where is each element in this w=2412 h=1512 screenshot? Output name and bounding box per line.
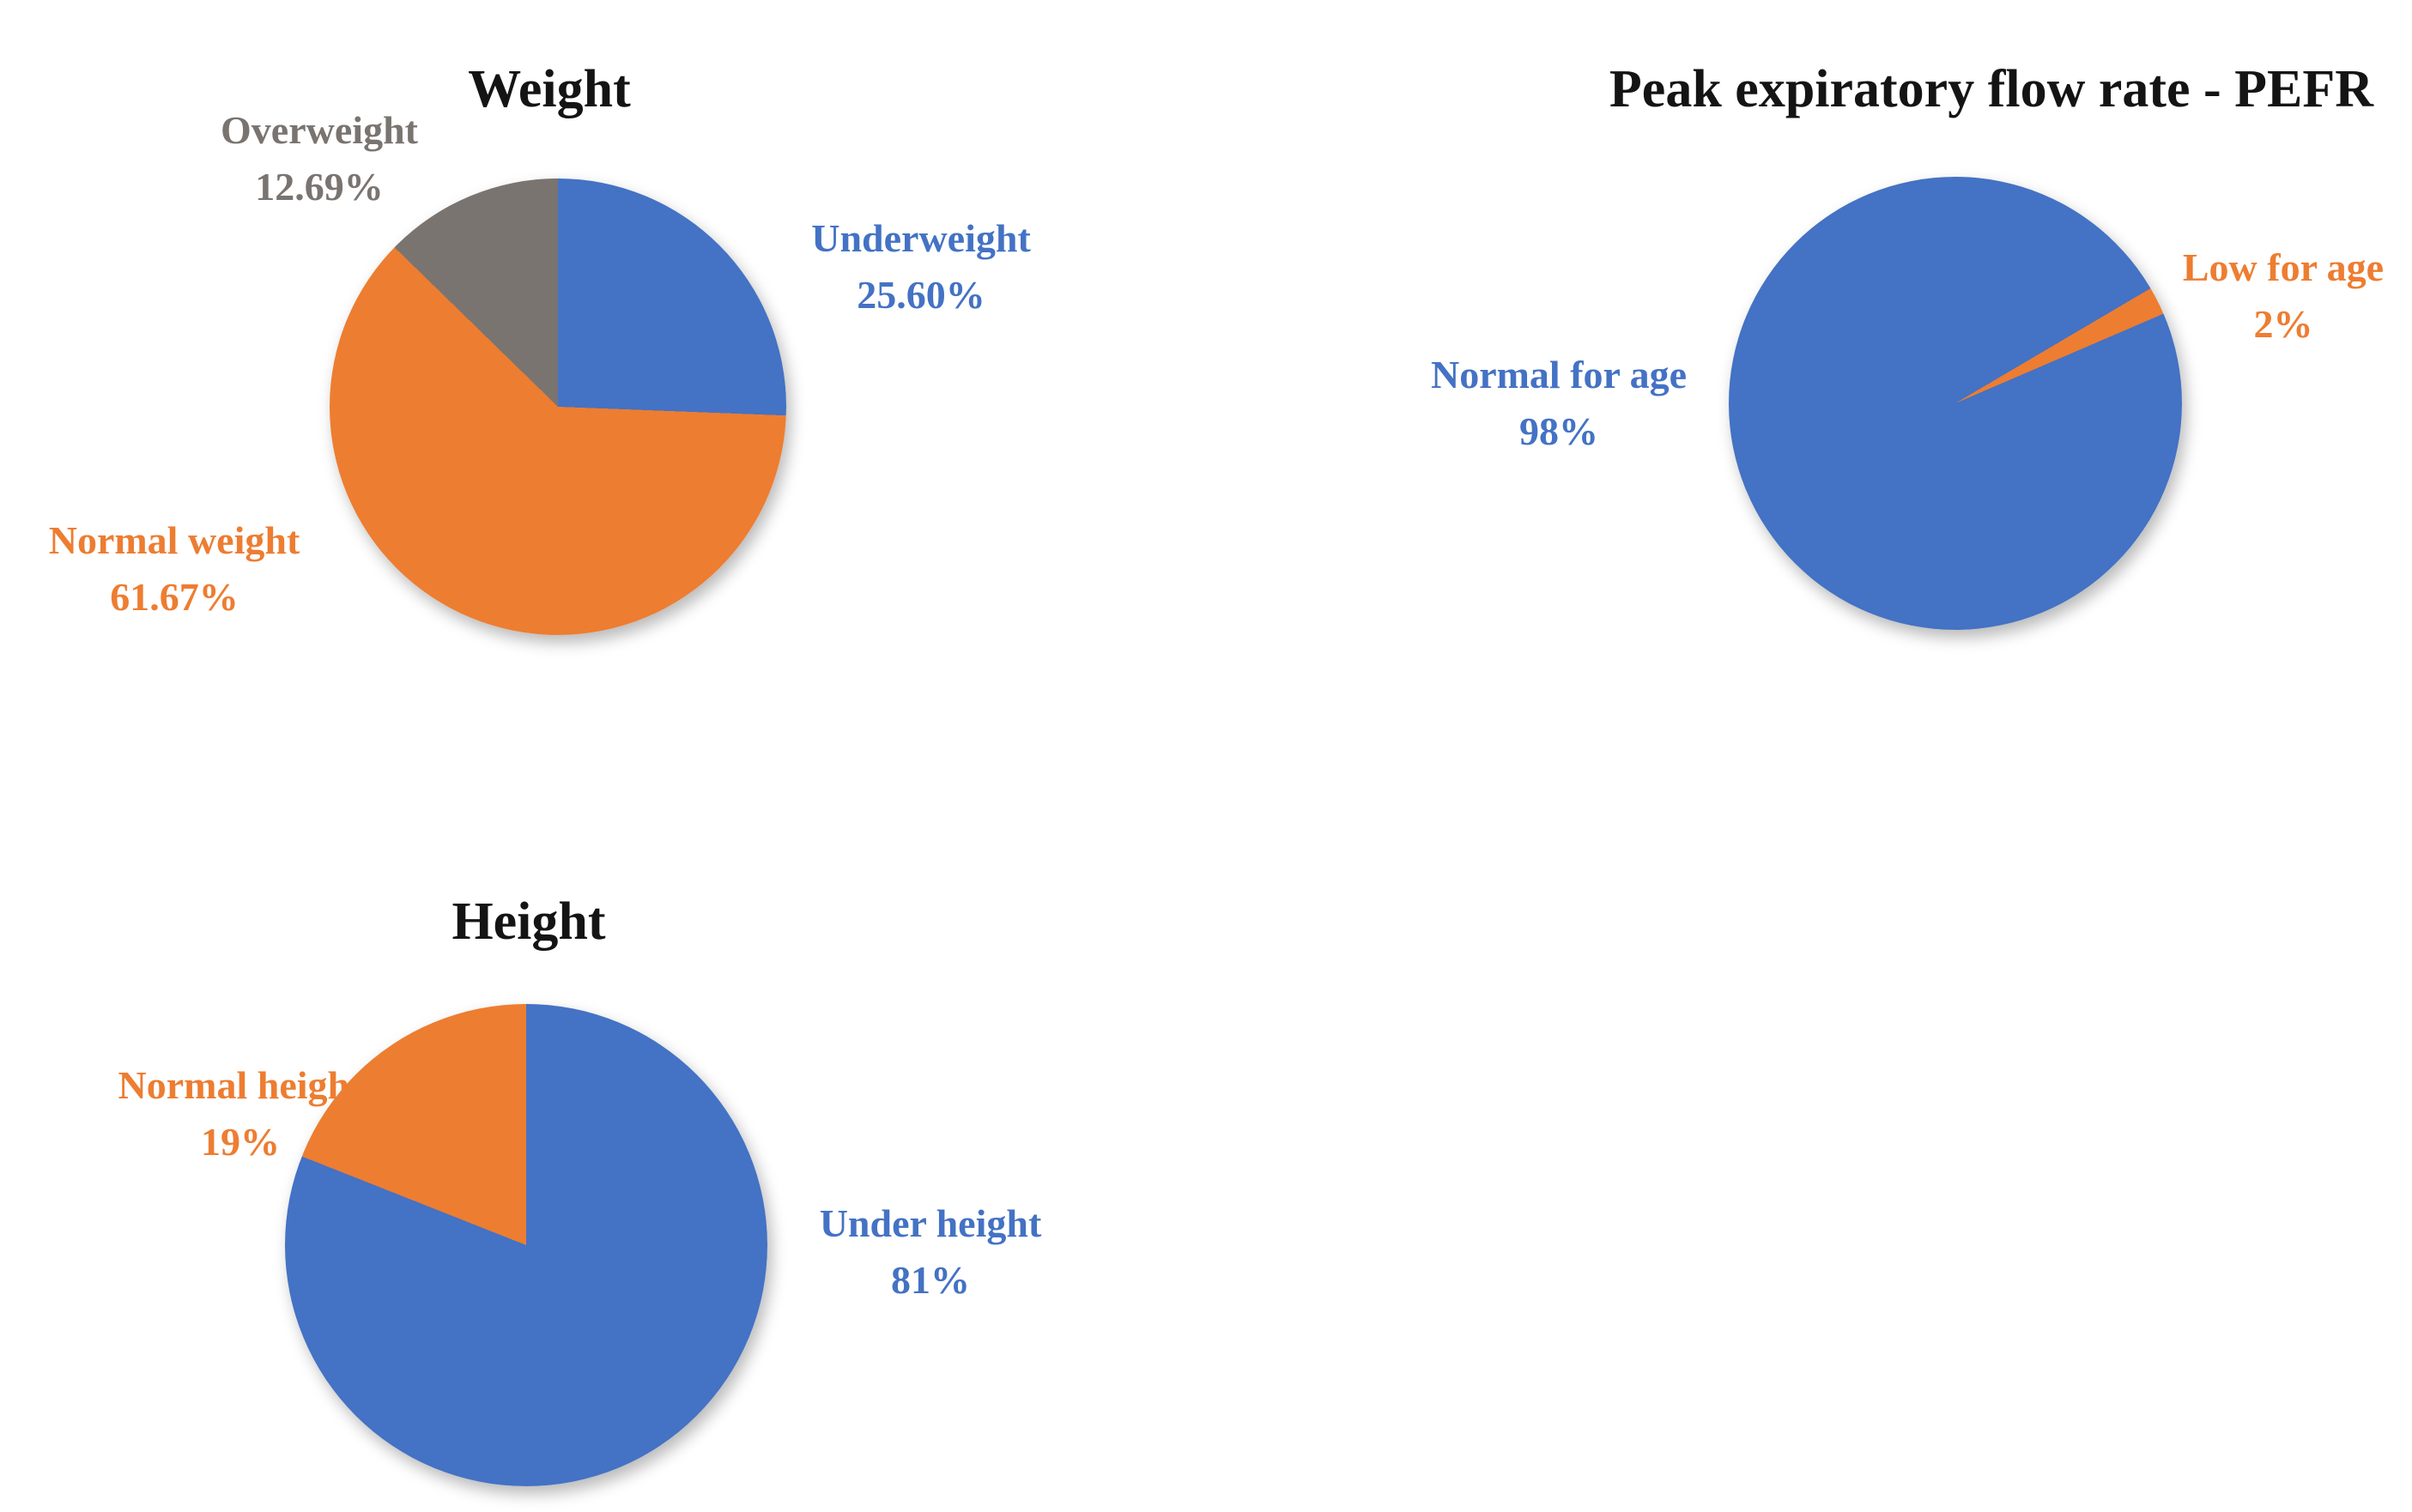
callout-normal-height: Normal height 19% [69,1057,412,1170]
slice-value: 81% [891,1258,970,1302]
slice-value: 98% [1519,409,1598,453]
slice-label: Overweight [221,108,418,152]
slice-label: Normal for age [1430,353,1688,396]
callout-low-for-age: Low for age 2% [2137,239,2412,353]
slice-label: Normal height [118,1063,363,1107]
slice-value: 19% [201,1120,280,1164]
pie-weight [330,178,786,635]
chart-title-pefr: Peak expiratory flow rate - PEFR [1609,60,2374,119]
slice-value: 61.67% [110,575,239,619]
callout-normal-weight: Normal weight 61.67% [3,512,346,626]
slice-value: 25.60% [857,273,985,317]
pie-pefr [1729,177,2182,630]
slice-label: Under height [819,1201,1042,1245]
callout-normal-for-age: Normal for age 98% [1387,347,1730,460]
chart-title-height: Height [451,892,606,952]
slice-label: Underweight [811,216,1031,260]
pie-height [285,1004,767,1486]
slice-label: Low for age [2182,245,2385,289]
slice-label: Normal weight [48,518,300,562]
callout-under-height: Under height 81% [759,1195,1102,1309]
chart-title-weight: Weight [468,60,631,119]
callout-underweight: Underweight 25.60% [749,210,1093,324]
slice-value: 2% [2253,302,2313,346]
slice-value: 12.69% [255,165,384,209]
callout-overweight: Overweight 12.69% [148,102,491,215]
